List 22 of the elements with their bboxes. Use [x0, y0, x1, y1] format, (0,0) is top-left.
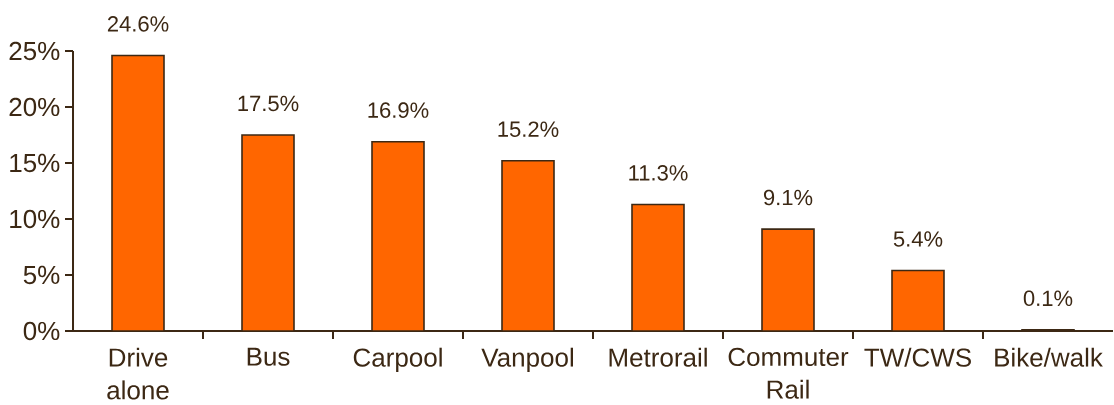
x-tick-label: Metrorail — [609, 347, 707, 367]
x-tick-label: Bike/walk — [995, 347, 1103, 367]
x-tick-label: Carpool — [353, 347, 442, 372]
data-label: 11.3% — [629, 165, 688, 181]
y-tick-label: 10% — [10, 209, 60, 229]
data-label: 15.2% — [498, 121, 559, 137]
y-tick-label: 20% — [9, 97, 60, 117]
x-tick-label: Bus — [247, 347, 290, 366]
y-tick-label: 15% — [10, 153, 60, 173]
data-label: 17.5% — [238, 95, 299, 112]
x-tick-label: Vanpool — [481, 347, 573, 372]
data-label: 9.1% — [763, 189, 813, 206]
data-label: 16.9% — [368, 102, 429, 118]
y-tick-label: 5% — [23, 265, 60, 285]
x-tick-label: Drive alone — [107, 347, 169, 400]
x-tick-label: Commuter Rail — [728, 347, 849, 399]
data-label: 0.1% — [1023, 290, 1073, 307]
x-tick-label: TW/CWS — [864, 347, 971, 367]
data-label: 24.6% — [107, 16, 169, 32]
data-label: 5.4% — [893, 231, 943, 247]
y-tick-label: 25% — [9, 41, 60, 61]
y-tick-label: 0% — [23, 321, 60, 341]
